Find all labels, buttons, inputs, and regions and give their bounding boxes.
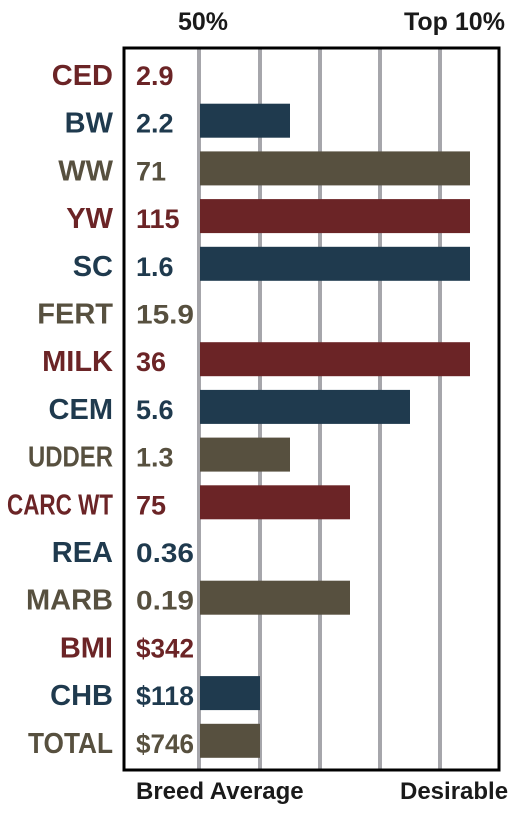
trait-label: REA [52,537,113,569]
bar-bw [200,103,290,138]
epd-value: 1.3 [136,443,174,473]
epd-value: $342 [136,633,194,663]
trait-label: CED [52,60,113,92]
breed-average-label: Breed Average [136,778,304,805]
epd-value: 71 [136,156,166,186]
bar-udder [200,437,290,472]
epd-value: 2.2 [136,109,174,139]
trait-label: TOTAL [28,728,113,760]
epd-value: 5.6 [136,395,174,425]
epd-value: $746 [136,729,194,759]
percentile-top10-label: Top 10% [404,8,505,36]
bar-cem [200,389,410,424]
trait-label: SC [73,251,113,283]
epd-value: 36 [136,347,166,377]
epd-value: $118 [136,681,194,711]
epd-value: 115 [136,204,180,234]
bar-marb [200,580,350,615]
trait-label: CHB [50,680,113,712]
bar-carc-wt [200,485,350,520]
trait-label: MILK [42,346,113,378]
bar-ww [200,151,470,186]
epd-value: 75 [136,490,166,520]
trait-label: BMI [60,632,113,664]
trait-label: MARB [26,585,113,617]
epd-value: 15.9 [136,300,194,330]
trait-label: CARC WT [7,489,113,521]
bar-yw [200,199,470,234]
epd-value: 2.9 [136,61,174,91]
bar-chb [200,676,260,711]
trait-label: BW [65,108,114,140]
trait-label: WW [58,155,113,187]
bar-sc [200,246,470,281]
desirable-label: Desirable [400,778,509,805]
bar-total [200,723,260,758]
epd-value: 1.6 [136,252,174,282]
percentile-50-label: 50% [178,8,229,36]
bar-milk [200,342,470,377]
trait-label: FERT [37,299,113,331]
trait-label: YW [66,203,113,235]
chart-frame [122,46,501,772]
epd-value: 0.19 [136,586,194,616]
epd-value: 0.36 [136,538,194,568]
trait-label: UDDER [28,442,113,474]
trait-label: CEM [49,394,113,426]
